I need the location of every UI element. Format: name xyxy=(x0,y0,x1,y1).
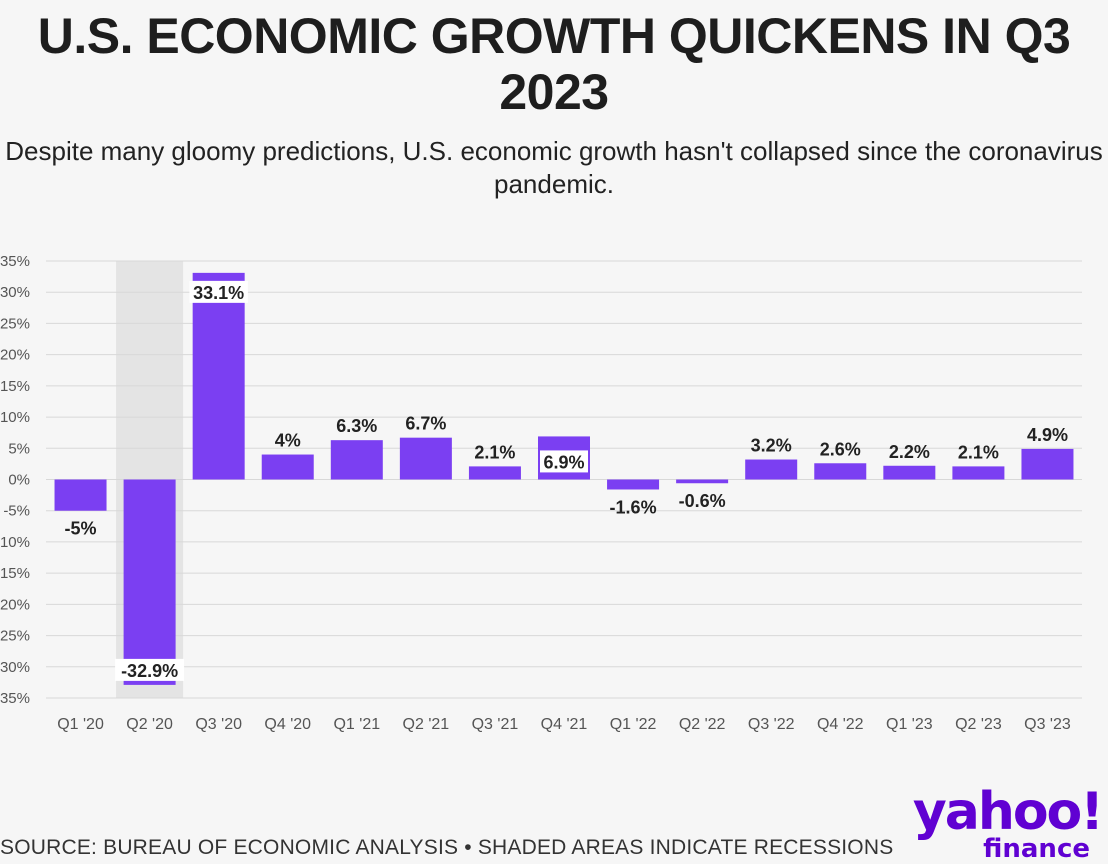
y-tick-label: 10% xyxy=(0,409,30,426)
bar xyxy=(607,479,660,490)
y-tick-label: -10% xyxy=(0,534,30,551)
data-label: 6.3% xyxy=(336,416,377,436)
y-tick-label: 20% xyxy=(0,347,30,364)
chart-title: U.S. ECONOMIC GROWTH QUICKENS IN Q3 2023 xyxy=(37,8,1071,120)
data-label: 2.1% xyxy=(958,442,999,462)
data-label: 2.6% xyxy=(820,439,861,459)
x-tick-label: Q3 '22 xyxy=(748,716,795,733)
bar xyxy=(814,463,867,480)
data-label-bg xyxy=(189,280,248,303)
source-note: SOURCE: BUREAU OF ECONOMIC ANALYSIS • SH… xyxy=(0,836,894,859)
x-tick-label: Q2 '21 xyxy=(403,716,450,733)
y-tick-label: 25% xyxy=(0,315,30,332)
y-tick-label: -25% xyxy=(0,628,30,645)
bar-chart: 35% 30% 25% 20% 15% 10% 5% 0% -5% -10% -15% -20% -25… xyxy=(0,253,1082,733)
data-label: -5% xyxy=(65,519,97,539)
x-tick-label: Q3 '23 xyxy=(1024,716,1071,733)
chart-subtitle: Despite many gloomy predictions, U.S. ec… xyxy=(5,136,1103,199)
bar xyxy=(883,465,936,480)
data-label: 6.7% xyxy=(405,414,446,434)
data-label: -32.9% xyxy=(121,661,178,681)
bar xyxy=(1021,448,1074,480)
x-axis-labels: Q1 '20 Q2 '20 Q3 '20 Q4 '20 Q1 '21 Q2 '21 Q3 '… xyxy=(57,716,1071,733)
bar xyxy=(676,479,729,484)
data-label: 2.2% xyxy=(889,442,930,462)
x-tick-label: Q3 '20 xyxy=(195,716,242,733)
yahoo-finance-logo: yahoo! finance xyxy=(902,782,1104,864)
bar xyxy=(261,454,314,480)
bar xyxy=(123,479,176,685)
y-tick-label: -35% xyxy=(0,690,30,707)
y-tick-label: 35% xyxy=(0,253,30,270)
data-label: 6.9% xyxy=(543,452,584,472)
x-tick-label: Q1 '22 xyxy=(610,716,657,733)
data-label-bg xyxy=(115,658,185,681)
data-label: 33.1% xyxy=(193,283,244,303)
x-tick-label: Q4 '20 xyxy=(264,716,311,733)
y-axis-ticks: 35% 30% 25% 20% 15% 10% 5% 0% -5% -10% -15% -20% -25… xyxy=(0,253,30,707)
x-tick-label: Q1 '21 xyxy=(333,716,380,733)
data-label: 2.1% xyxy=(474,442,515,462)
data-label: -0.6% xyxy=(679,491,726,511)
x-tick-label: Q2 '20 xyxy=(126,716,173,733)
y-tick-label: 30% xyxy=(0,284,30,301)
x-tick-label: Q1 '23 xyxy=(886,716,933,733)
bar xyxy=(468,466,521,480)
bar xyxy=(745,459,798,480)
bars: -5% -32.9% 33.1% 4% 6.3% 6.7% 2.1% 6.9% -1.6% -0.… xyxy=(54,272,1074,685)
bar xyxy=(952,466,1005,480)
x-tick-label: Q2 '23 xyxy=(955,716,1002,733)
y-tick-label: -30% xyxy=(0,659,30,676)
y-tick-label: -5% xyxy=(3,503,30,520)
bar xyxy=(330,440,383,480)
bar xyxy=(192,272,245,480)
y-tick-label: -20% xyxy=(0,596,30,613)
y-tick-label: -15% xyxy=(0,565,30,582)
x-tick-label: Q2 '22 xyxy=(679,716,726,733)
bar xyxy=(54,479,107,511)
x-tick-label: Q4 '21 xyxy=(541,716,588,733)
data-label: 4.9% xyxy=(1027,425,1068,445)
x-tick-label: Q3 '21 xyxy=(472,716,519,733)
logo-subtext: finance xyxy=(983,834,1090,864)
data-label: 4% xyxy=(275,431,301,451)
bar xyxy=(399,437,452,480)
logo-wordmark: yahoo! xyxy=(912,782,1104,842)
y-tick-label: 0% xyxy=(8,472,30,489)
data-label: 3.2% xyxy=(751,436,792,456)
x-tick-label: Q4 '22 xyxy=(817,716,864,733)
y-tick-label: 5% xyxy=(8,440,30,457)
data-label-bg xyxy=(540,450,588,473)
y-tick-label: 15% xyxy=(0,378,30,395)
data-label: -1.6% xyxy=(610,497,657,517)
x-tick-label: Q1 '20 xyxy=(57,716,104,733)
